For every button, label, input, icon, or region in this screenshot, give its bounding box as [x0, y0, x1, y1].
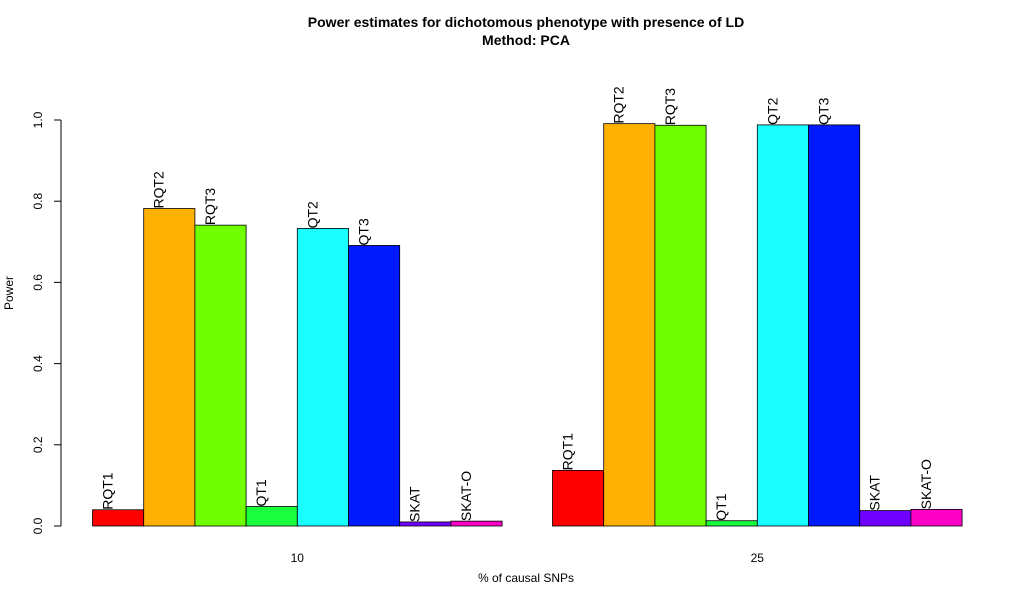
y-tick-label: 0.4 — [31, 355, 45, 372]
y-tick-label: 0.2 — [31, 436, 45, 453]
bar-rqt1 — [92, 509, 145, 527]
bar-label: RQT1 — [560, 433, 576, 471]
x-tick-label: 25 — [751, 551, 765, 565]
y-tick-label: 0.0 — [31, 517, 45, 534]
bar-rqt1 — [552, 469, 605, 527]
x-axis-label: % of causal SNPs — [478, 571, 574, 585]
bar-label: RQT2 — [151, 171, 167, 209]
bar-label: QT2 — [764, 97, 780, 124]
bar-label: QT2 — [304, 201, 320, 228]
chart-title: Power estimates for dichotomous phenotyp… — [308, 14, 744, 30]
bar-label: RQT3 — [202, 188, 218, 226]
y-tick-label: 1.0 — [31, 111, 45, 128]
bar-skat — [859, 510, 912, 527]
y-tick-label: 0.8 — [31, 193, 45, 210]
bars-group — [92, 123, 963, 527]
bar-label: SKAT — [867, 475, 883, 511]
bar-labels-group: RQT1 RQT2 RQT3 QT1 QT2 QT3 SKAT SKAT-O RQT1 RQT2 R… — [100, 86, 934, 522]
y-axis: 0.0 0.2 0.4 0.6 0.8 1.0 — [31, 111, 62, 534]
bar-rqt2 — [143, 208, 196, 527]
bar-label: QT1 — [253, 479, 269, 506]
bar-label: RQT2 — [611, 86, 627, 124]
bar-rqt3 — [654, 124, 707, 527]
bar-label: RQT1 — [100, 472, 116, 510]
bar-label: QT3 — [356, 218, 372, 245]
bar-label: QT1 — [713, 493, 729, 520]
bar-rqt3 — [194, 224, 247, 527]
x-tick-label: 10 — [291, 551, 305, 565]
chart-subtitle: Method: PCA — [482, 32, 570, 48]
bar-rqt2 — [603, 123, 656, 527]
x-tick-labels-group: 10 25 — [291, 551, 765, 565]
bar-qt2 — [756, 124, 809, 527]
bar-qt1 — [245, 506, 298, 527]
bar-skat-o — [910, 508, 963, 527]
y-tick-label: 0.6 — [31, 274, 45, 291]
bar-label: SKAT — [407, 486, 423, 522]
bar-skat-o — [450, 520, 503, 527]
bar-label: SKAT-O — [918, 459, 934, 509]
bar-label: RQT3 — [662, 88, 678, 126]
y-axis-label: Power — [2, 276, 16, 310]
bar-label: QT3 — [816, 97, 832, 124]
bar-qt3 — [348, 245, 401, 527]
bar-label: SKAT-O — [458, 471, 474, 521]
bar-qt3 — [808, 124, 861, 527]
bar-qt2 — [296, 228, 349, 527]
